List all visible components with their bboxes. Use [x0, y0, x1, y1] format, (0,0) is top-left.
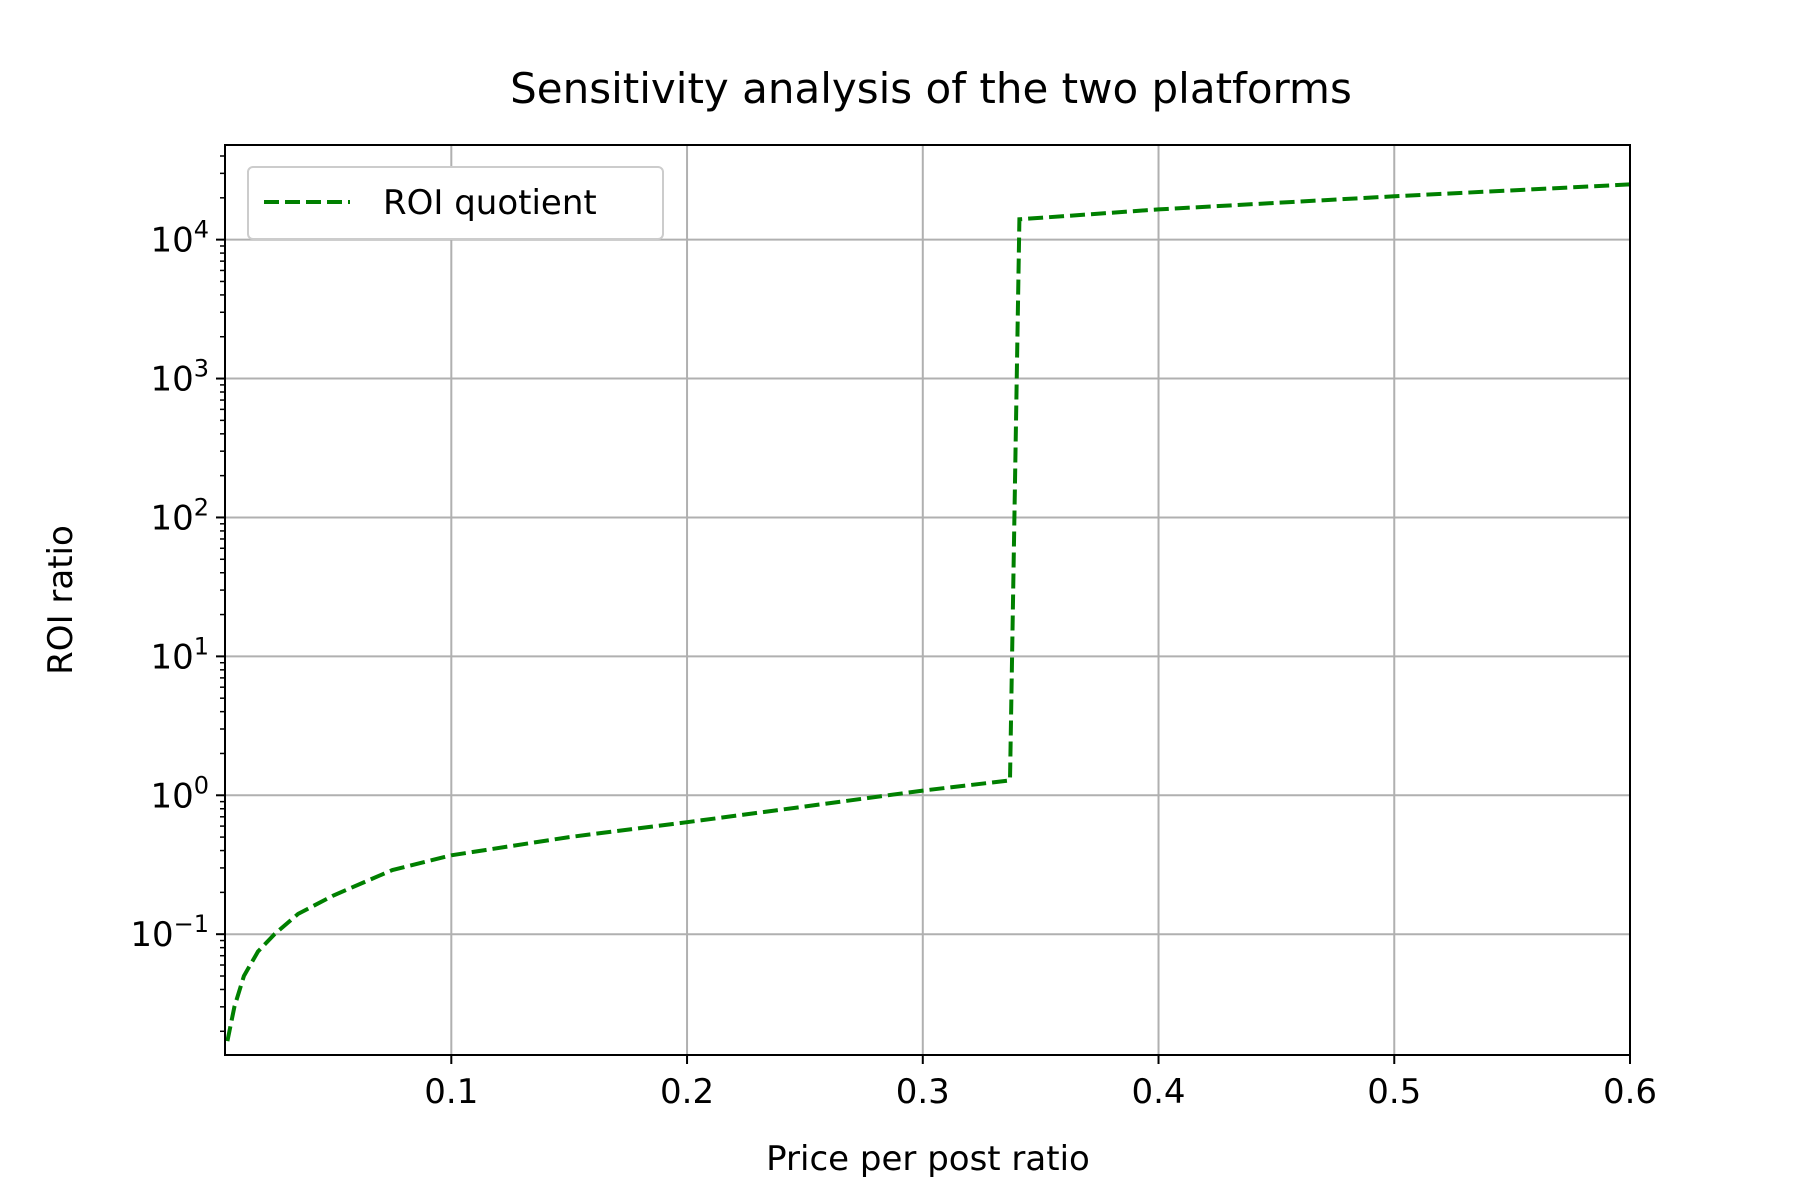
- x-tick-label: 0.6: [1603, 1072, 1657, 1112]
- chart-title: Sensitivity analysis of the two platform…: [510, 64, 1352, 113]
- series-layer: [225, 182, 1631, 1042]
- y-tick-base: 10: [150, 360, 193, 400]
- x-axis-label: Price per post ratio: [766, 1139, 1090, 1179]
- y-tick-exponent: 3: [194, 355, 209, 383]
- y-tick-base: 10: [150, 776, 193, 816]
- y-tick-label: 103: [150, 355, 209, 400]
- x-tick-label: 0.5: [1367, 1072, 1421, 1112]
- y-tick-base: 10: [130, 915, 173, 955]
- y-tick-label: 100: [150, 771, 209, 816]
- legend-box: [247, 166, 664, 240]
- legend-label: ROI quotient: [383, 183, 597, 223]
- y-tick-exponent: 0: [194, 771, 209, 799]
- y-tick-label: 10−1: [130, 910, 209, 955]
- x-tick-label: 0.3: [896, 1072, 950, 1112]
- y-tick-label: 101: [150, 632, 209, 677]
- legend: ROI quotient: [247, 166, 664, 240]
- series-line: [225, 182, 1631, 1042]
- y-tick-base: 10: [150, 498, 193, 538]
- y-tick-exponent: −1: [174, 910, 209, 938]
- y-tick-label: 104: [150, 216, 209, 261]
- y-tick-label: 102: [150, 493, 209, 538]
- y-tick-exponent: 1: [194, 632, 209, 660]
- x-tick-label: 0.4: [1131, 1072, 1185, 1112]
- y-tick-base: 10: [150, 221, 193, 261]
- y-axis-label: ROI ratio: [41, 525, 81, 675]
- plot-frame: [224, 144, 1631, 1056]
- y-tick-exponent: 2: [194, 493, 209, 521]
- y-tick-base: 10: [150, 637, 193, 677]
- y-tick-exponent: 4: [194, 216, 209, 244]
- x-tick-label: 0.1: [424, 1072, 478, 1112]
- x-tick-label: 0.2: [660, 1072, 714, 1112]
- grid: [225, 145, 1631, 1055]
